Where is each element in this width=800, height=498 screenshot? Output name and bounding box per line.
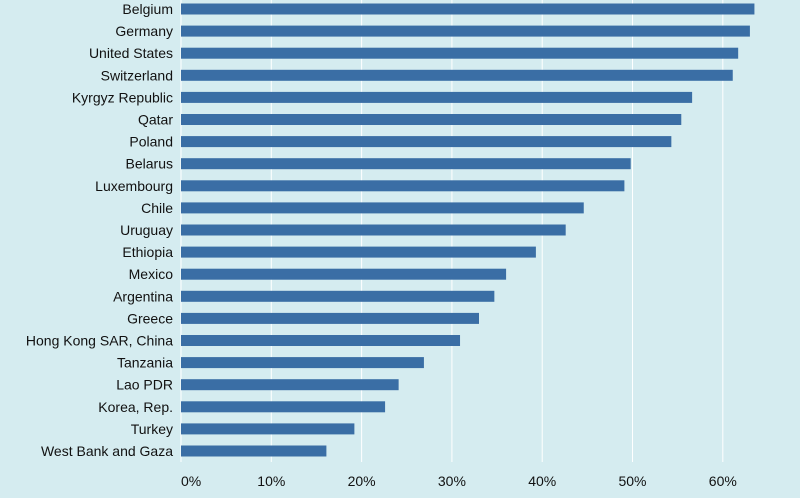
bar-poland [181,136,672,148]
bar-ethiopia [181,246,536,258]
bar-argentina [181,290,495,302]
bar-tanzania [181,357,424,369]
x-tick-label: 0% [181,473,201,489]
category-label: Luxembourg [95,178,173,194]
category-label: Switzerland [101,67,173,83]
category-label: Belarus [126,156,173,172]
bar-germany [181,25,750,37]
category-label: Greece [127,310,173,326]
category-label: Tanzania [117,355,173,371]
category-label: Ethiopia [122,244,173,260]
category-label: Chile [141,200,173,216]
category-label: Poland [129,134,173,150]
category-label: Korea, Rep. [98,399,173,415]
category-label: Turkey [131,421,173,437]
category-label: Qatar [138,112,173,128]
bar-west-bank-and-gaza [181,445,327,457]
bar-hong-kong-sar-china [181,335,461,346]
category-label: West Bank and Gaza [41,443,173,459]
category-label: Germany [115,23,173,39]
x-tick-label: 40% [528,473,556,489]
category-label: Argentina [113,288,173,304]
category-label: United States [89,45,173,61]
bar-turkey [181,423,355,435]
category-label: Uruguay [120,222,173,238]
category-label: Hong Kong SAR, China [26,333,173,349]
category-label: Mexico [129,266,174,282]
bar-belarus [181,158,631,170]
category-label: Belgium [122,1,173,17]
x-axis-tick-labels: 0% 10% 20% 30% 40% 50% 60% [181,473,737,489]
bar-qatar [181,114,682,125]
bar-belgium [181,3,755,15]
bar-uruguay [181,224,566,236]
category-labels: Belgium Germany United States Switzerland Ky… [26,1,173,459]
bar-united-states [181,47,739,59]
bar-switzerland [181,69,733,81]
bar-lao-pdr [181,379,399,391]
bars [181,3,755,457]
bar-luxembourg [181,180,625,192]
bar-korea-rep [181,401,386,413]
x-tick-label: 60% [709,473,737,489]
bar-greece [181,312,479,324]
x-tick-label: 30% [438,473,466,489]
x-tick-label: 50% [618,473,646,489]
category-label: Lao PDR [116,377,173,393]
bar-chile [181,202,584,214]
bar-kyrgyz-republic [181,91,693,103]
x-tick-label: 10% [257,473,285,489]
x-tick-label: 20% [348,473,376,489]
category-label: Kyrgyz Republic [72,89,173,105]
bar-mexico [181,268,507,280]
